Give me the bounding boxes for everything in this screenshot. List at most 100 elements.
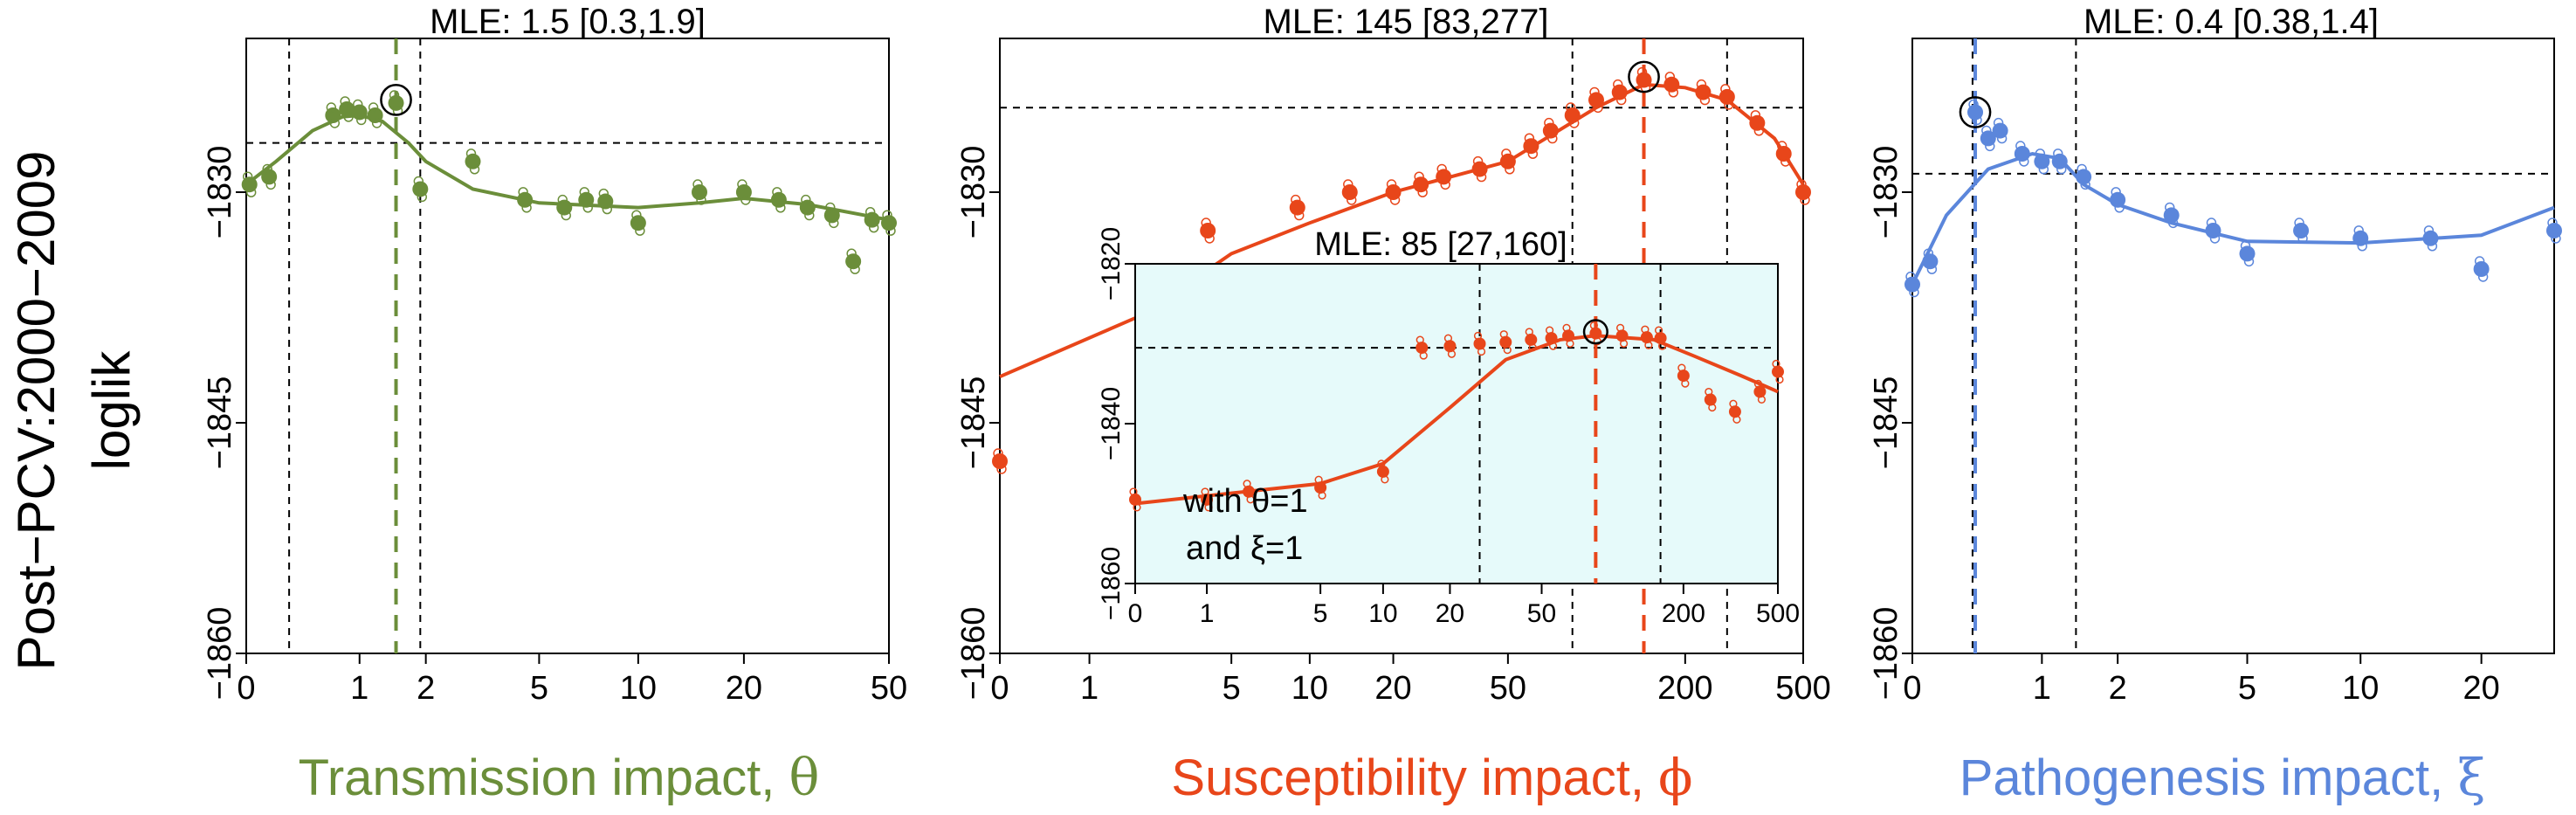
replicate-point (2551, 233, 2561, 244)
replicate-point (1613, 79, 1623, 90)
replicate-point (1294, 210, 1305, 221)
profile-point (1772, 365, 1784, 378)
inset-susceptibility: MLE: 85 [27,160] 0 1 5 10 20 50 200 500 −1820 −18… (1097, 226, 1800, 628)
replicate-point (1544, 117, 1554, 128)
replicate-point (340, 96, 350, 107)
replicate-point (265, 179, 276, 190)
replicate-point (1477, 347, 1486, 356)
x-tick-label: 500 (1775, 670, 1830, 707)
xlabel-pathogenesis: Pathogenesis impact, ξ (1960, 748, 2486, 807)
replicate-point (2477, 272, 2489, 282)
replicate-point (598, 188, 609, 199)
replicate-point (864, 206, 876, 218)
y-tick-label: −1830 (202, 146, 238, 239)
profile-point (1640, 331, 1653, 344)
replicate-point (1505, 164, 1515, 175)
replicate-point (801, 194, 811, 205)
replicate-point (243, 171, 253, 182)
replicate-point (1905, 271, 1916, 282)
replicate-point (2019, 156, 2029, 167)
xlabel-transmission-text: Transmission impact, (299, 749, 789, 806)
replicate-point (696, 195, 706, 205)
replicate-point (1655, 326, 1663, 335)
replicate-point (1780, 156, 1791, 167)
replicate-point (368, 102, 379, 113)
panel-title-susceptibility: MLE: 145 [83,277] (1264, 3, 1549, 41)
replicate-point (1503, 346, 1512, 355)
panel-pathogenesis: MLE: 0.4 [0.38,1.4] 0 1 2 5 10 20 −1830 −1845 −1… (1868, 3, 2562, 807)
y-tick-label: −1830 (955, 146, 992, 239)
replicate-point (1757, 395, 1767, 404)
smoothed-curve (245, 113, 890, 222)
replicate-point (804, 210, 815, 221)
replicate-point (1204, 503, 1213, 512)
replicate-point (413, 176, 424, 187)
replicate-point (1777, 141, 1787, 151)
x-tick-label: 50 (871, 670, 907, 707)
xlabel-susceptibility-symbol: ϕ (1658, 748, 1693, 807)
replicate-point (1985, 141, 1995, 152)
profile-point (1545, 332, 1558, 345)
replicate-point (1615, 323, 1625, 332)
y-tick-label: −1860 (1868, 607, 1904, 701)
replicate-point (1720, 84, 1731, 94)
replicate-point (2056, 164, 2067, 175)
profile-point (1443, 340, 1457, 353)
replicate-point (246, 187, 257, 197)
replicate-point (1724, 100, 1734, 110)
replicate-point (2474, 256, 2485, 266)
replicate-point (1440, 179, 1450, 190)
replicate-point (1545, 326, 1554, 335)
replicate-point (2209, 233, 2221, 244)
y-axis-label: loglik (82, 350, 141, 471)
replicate-point (371, 118, 382, 128)
replicate-point (2077, 163, 2087, 175)
replicate-point (1527, 148, 1539, 159)
replicate-point (1589, 86, 1600, 98)
replicate-point (1129, 487, 1138, 496)
xlabel-pathogenesis-symbol: ξ (2457, 748, 2485, 807)
y-tick-label: −1820 (1097, 227, 1126, 300)
replicate-point (262, 163, 272, 175)
x-tick-label: 10 (1368, 599, 1397, 628)
plot-frame (1134, 263, 1779, 584)
profile-point (1525, 333, 1538, 346)
replicate-point (1528, 343, 1537, 352)
x-tick-label: 20 (1436, 599, 1464, 628)
panel-transmission: MLE: 1.5 [0.3,1.9] 0 1 2 5 10 20 50 −1830 −1845 −… (202, 3, 907, 807)
replicate-point (1525, 328, 1533, 336)
x-tick-label: 20 (2462, 670, 2499, 707)
replicate-point (1472, 155, 1484, 167)
replicate-point (356, 114, 367, 126)
replicate-point (1775, 375, 1784, 384)
x-tick-label: 0 (1128, 599, 1143, 628)
replicate-point (2357, 241, 2367, 252)
profile-point (1562, 329, 1575, 342)
replicate-point (1641, 325, 1650, 334)
profile-point (1201, 493, 1214, 506)
replicate-point (846, 248, 857, 259)
replicate-point (635, 225, 645, 236)
replicate-point (2114, 203, 2125, 213)
replicate-point (1589, 321, 1598, 330)
profile-point (1677, 370, 1690, 383)
smoothed-curve (1911, 151, 2555, 286)
replicate-point (1993, 117, 2004, 128)
replicate-point (389, 90, 400, 100)
replicate-point (1562, 323, 1571, 332)
replicate-point (631, 210, 642, 220)
panel-title-pathogenesis: MLE: 0.4 [0.38,1.4] (2084, 3, 2379, 41)
x-tick-label: 5 (2238, 670, 2256, 707)
replicate-point (737, 179, 747, 190)
inset-annotation-2: and ξ=1 (1186, 530, 1303, 567)
inset-title: MLE: 85 [27,160] (1314, 226, 1567, 263)
x-tick-label: 10 (2342, 670, 2379, 707)
replicate-point (1499, 330, 1508, 339)
replicate-point (1473, 331, 1483, 341)
replicate-point (1204, 233, 1215, 244)
replicate-point (882, 210, 892, 220)
replicate-point (1677, 363, 1686, 372)
replicate-point (2427, 241, 2438, 252)
replicate-point (1524, 133, 1535, 143)
mle-marker (380, 84, 412, 116)
